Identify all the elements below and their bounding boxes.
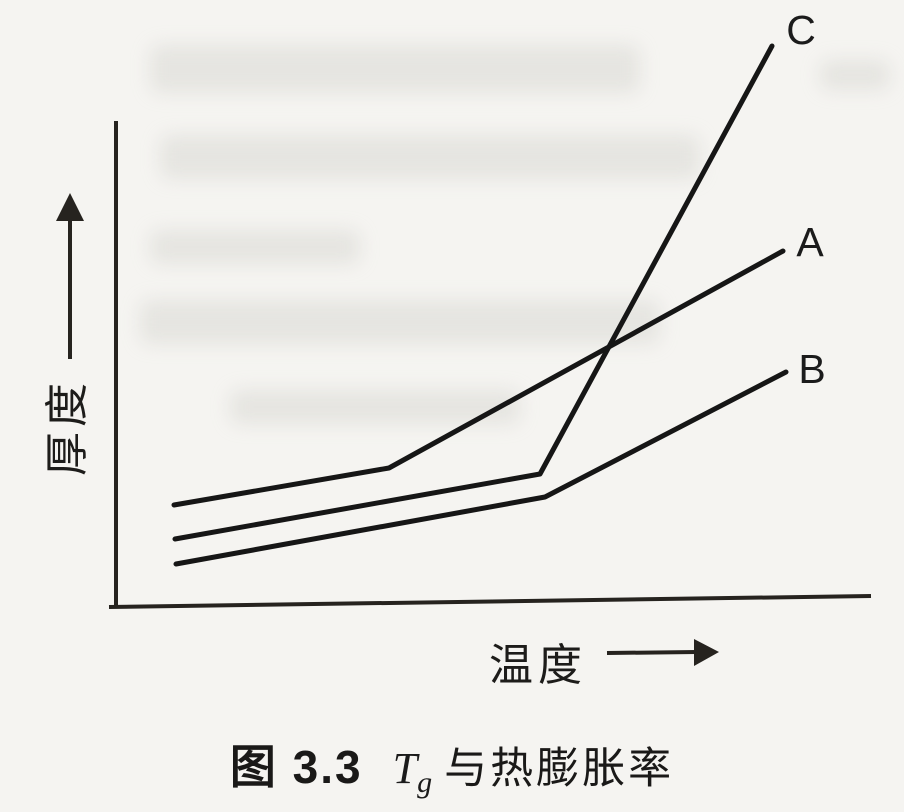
series-line-A — [171, 248, 786, 508]
y-axis-label: 厚度 — [43, 378, 92, 476]
series-group: A B C — [171, 7, 826, 567]
x-axis-line — [108, 594, 872, 609]
axes — [108, 121, 872, 609]
series-label-B: B — [798, 346, 825, 392]
series-label-C: C — [786, 7, 816, 53]
y-axis-arrow — [56, 193, 84, 359]
x-axis-label: 温度 — [489, 641, 587, 690]
series-label-A: A — [796, 219, 824, 265]
figure-number: 图 3.3 — [229, 741, 363, 793]
series-line-C — [172, 43, 775, 542]
series-line-B — [173, 369, 789, 567]
figure-caption: 图 3.3 Tg 与热膨胀率 — [0, 731, 904, 800]
x-axis-arrow — [606, 639, 719, 666]
tg-symbol: Tg — [392, 744, 433, 799]
caption-text: 与热膨胀率 — [444, 746, 675, 793]
